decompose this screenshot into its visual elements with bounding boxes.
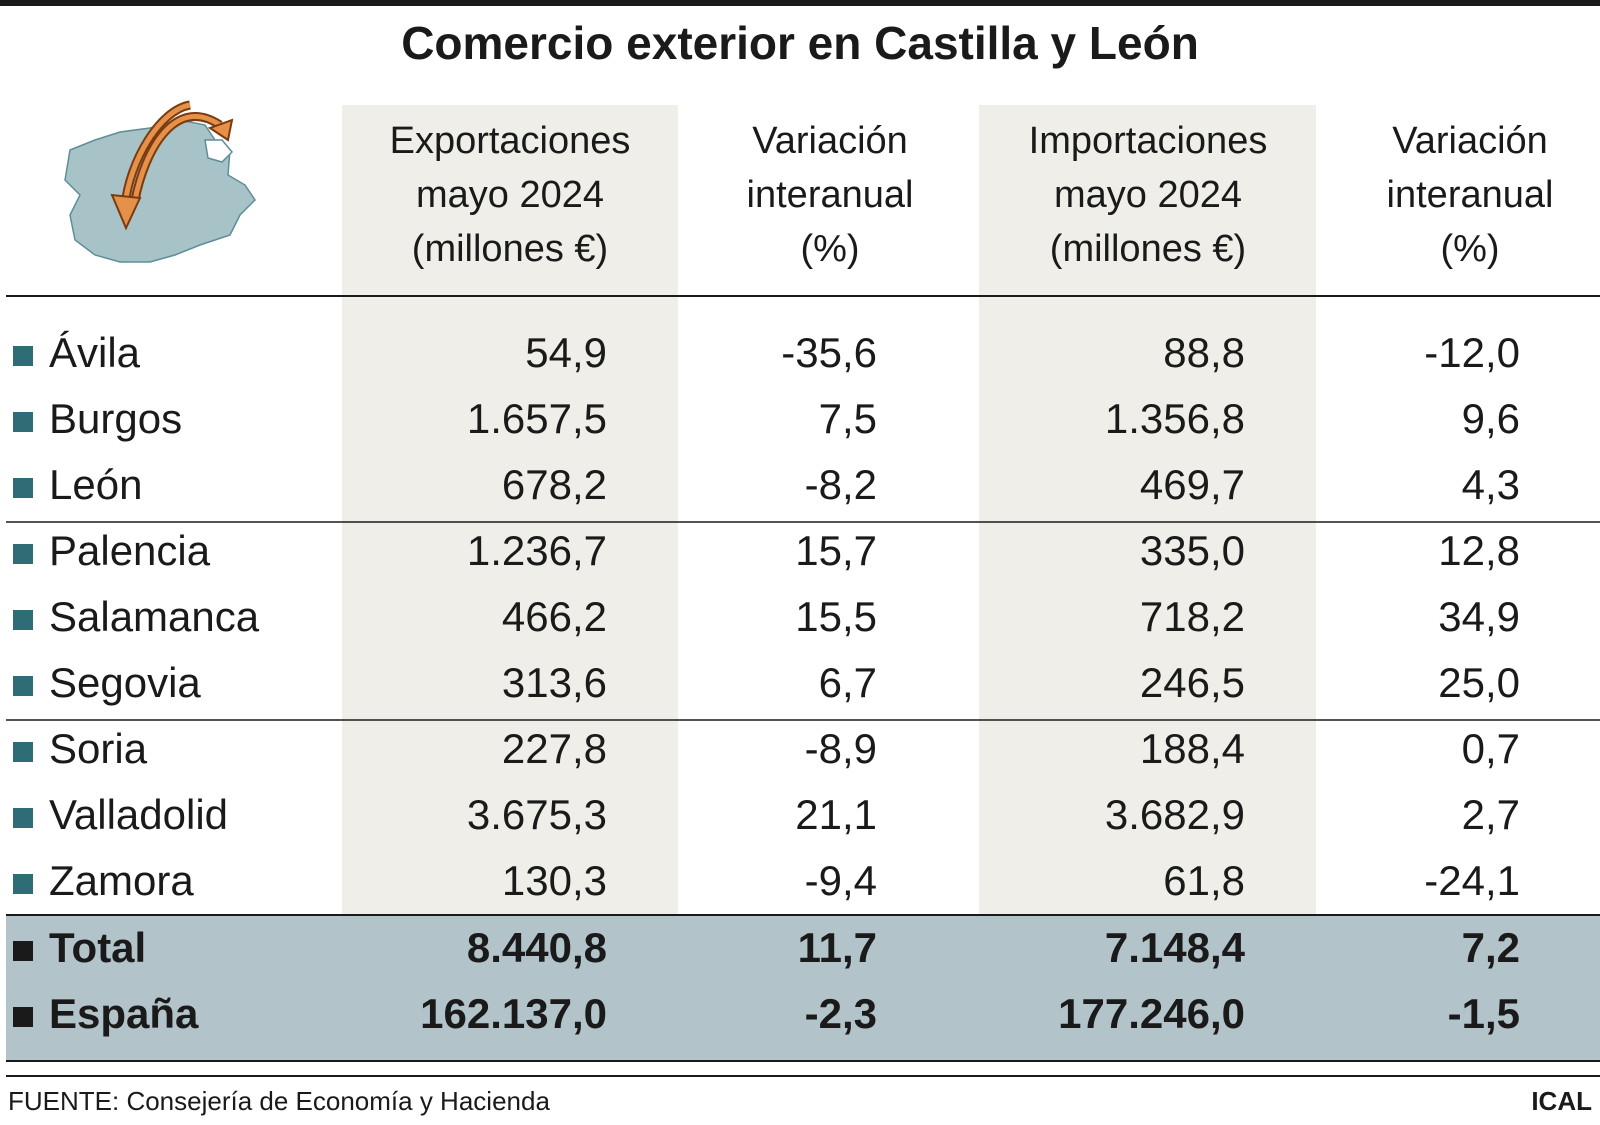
cell-value: -2,3 bbox=[805, 990, 877, 1037]
cell-value: -1,5 bbox=[1448, 990, 1520, 1037]
row-label: Salamanca bbox=[49, 593, 260, 640]
row-bullet bbox=[13, 1007, 33, 1027]
map-icon bbox=[64, 100, 256, 263]
cell-value: 3.675,3 bbox=[467, 791, 607, 838]
row-bullet bbox=[13, 676, 33, 696]
row-label: España bbox=[49, 990, 199, 1037]
cell-value: 61,8 bbox=[1163, 857, 1245, 904]
row-bullet bbox=[13, 346, 33, 366]
cell-value: 1.657,5 bbox=[467, 395, 607, 442]
cell-value: -35,6 bbox=[781, 329, 877, 376]
column-shade bbox=[342, 105, 678, 915]
cell-value: 12,8 bbox=[1438, 527, 1520, 574]
column-header: (millones €) bbox=[1050, 228, 1246, 270]
cell-value: 335,0 bbox=[1140, 527, 1245, 574]
row-bullet bbox=[13, 412, 33, 432]
cell-value: 313,6 bbox=[502, 659, 607, 706]
cell-value: 7,5 bbox=[819, 395, 877, 442]
row-label: León bbox=[49, 461, 142, 508]
cell-value: 15,5 bbox=[795, 593, 877, 640]
row-label: Valladolid bbox=[49, 791, 228, 838]
cell-value: -24,1 bbox=[1424, 857, 1520, 904]
cell-value: 678,2 bbox=[502, 461, 607, 508]
cell-value: 162.137,0 bbox=[420, 990, 607, 1037]
row-label: Ávila bbox=[49, 329, 141, 376]
source: FUENTE: Consejería de Economía y Haciend… bbox=[8, 1086, 550, 1116]
cell-value: 7.148,4 bbox=[1105, 924, 1246, 971]
cell-value: 21,1 bbox=[795, 791, 877, 838]
cell-value: -8,2 bbox=[805, 461, 877, 508]
cell-value: 7,2 bbox=[1462, 924, 1520, 971]
column-header: mayo 2024 bbox=[1054, 174, 1242, 216]
column-header: mayo 2024 bbox=[416, 174, 604, 216]
cell-value: 469,7 bbox=[1140, 461, 1245, 508]
column-header: interanual bbox=[747, 174, 914, 216]
column-shade bbox=[979, 105, 1316, 915]
column-header: Exportaciones bbox=[390, 120, 631, 162]
row-bullet bbox=[13, 610, 33, 630]
row-bullet bbox=[13, 544, 33, 564]
cell-value: 246,5 bbox=[1140, 659, 1245, 706]
title: Comercio exterior en Castilla y León bbox=[401, 17, 1199, 69]
row-label: Burgos bbox=[49, 395, 182, 442]
cell-value: 54,9 bbox=[525, 329, 607, 376]
row-label: Segovia bbox=[49, 659, 201, 706]
cell-value: 1.236,7 bbox=[467, 527, 607, 574]
row-label: Zamora bbox=[49, 857, 194, 904]
cell-value: 88,8 bbox=[1163, 329, 1245, 376]
row-bullet bbox=[13, 478, 33, 498]
row-bullet bbox=[13, 941, 33, 961]
cell-value: 466,2 bbox=[502, 593, 607, 640]
cell-value: 9,6 bbox=[1462, 395, 1520, 442]
cell-value: 1.356,8 bbox=[1105, 395, 1245, 442]
cell-value: 718,2 bbox=[1140, 593, 1245, 640]
credit: ICAL bbox=[1531, 1086, 1592, 1116]
cell-value: 4,3 bbox=[1462, 461, 1520, 508]
cell-value: -8,9 bbox=[805, 725, 877, 772]
cell-value: 177.246,0 bbox=[1058, 990, 1245, 1037]
cell-value: 6,7 bbox=[819, 659, 877, 706]
column-header: (millones €) bbox=[412, 228, 608, 270]
column-header: interanual bbox=[1387, 174, 1554, 216]
cell-value: 0,7 bbox=[1462, 725, 1520, 772]
cell-value: 2,7 bbox=[1462, 791, 1520, 838]
cell-value: 15,7 bbox=[795, 527, 877, 574]
row-bullet bbox=[13, 808, 33, 828]
cell-value: 34,9 bbox=[1438, 593, 1520, 640]
top-rule bbox=[0, 0, 1600, 6]
cell-value: 188,4 bbox=[1140, 725, 1245, 772]
row-bullet bbox=[13, 874, 33, 894]
row-label: Palencia bbox=[49, 527, 211, 574]
cell-value: 130,3 bbox=[502, 857, 607, 904]
totals-band bbox=[6, 915, 1600, 1061]
row-bullet bbox=[13, 742, 33, 762]
row-label: Soria bbox=[49, 725, 148, 772]
cell-value: 25,0 bbox=[1438, 659, 1520, 706]
cell-value: 3.682,9 bbox=[1105, 791, 1245, 838]
row-label: Total bbox=[49, 924, 146, 971]
cell-value: -9,4 bbox=[805, 857, 877, 904]
cell-value: -12,0 bbox=[1424, 329, 1520, 376]
column-header: Variación bbox=[752, 120, 908, 162]
cell-value: 11,7 bbox=[798, 924, 877, 971]
column-header: (%) bbox=[800, 228, 859, 270]
column-header: Importaciones bbox=[1029, 120, 1268, 162]
column-header: (%) bbox=[1440, 228, 1499, 270]
cell-value: 8.440,8 bbox=[467, 924, 607, 971]
cell-value: 227,8 bbox=[502, 725, 607, 772]
column-header: Variación bbox=[1392, 120, 1548, 162]
